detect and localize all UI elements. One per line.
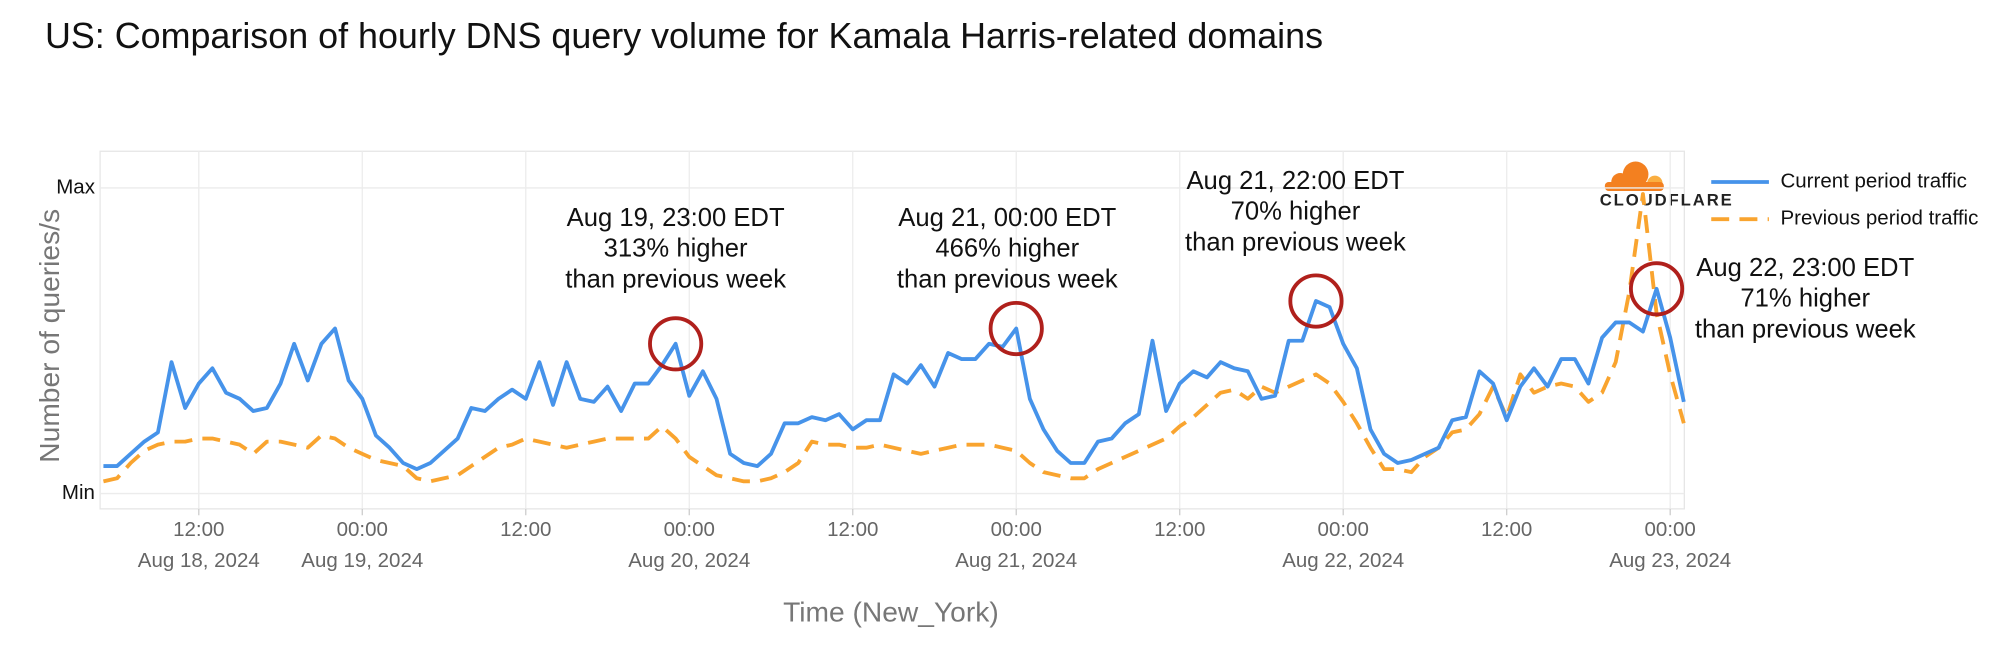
x-tick-date: Aug 19, 2024 — [301, 549, 423, 572]
annotation-text: than previous week — [565, 265, 786, 293]
x-tick-label: 12:00 — [173, 518, 224, 541]
annotation-circle — [1288, 273, 1344, 329]
series-line — [103, 286, 1686, 472]
x-tick-label: 12:00 — [827, 518, 878, 541]
x-tick-date: Aug 20, 2024 — [628, 549, 750, 572]
annotation-text: Aug 21, 22:00 EDT — [1186, 167, 1404, 195]
x-tick-date: Aug 21, 2024 — [955, 549, 1077, 572]
x-tick-label: 00:00 — [664, 518, 715, 541]
annotation-text: 71% higher — [1740, 285, 1870, 313]
plot-frame — [99, 150, 1685, 510]
annotation-circle — [648, 316, 704, 372]
x-tick-label: 12:00 — [500, 518, 551, 541]
legend-label: Previous period traffic — [1780, 207, 1978, 230]
annotation-text: Aug 22, 23:00 EDT — [1696, 254, 1914, 282]
x-tick-label: 00:00 — [1318, 518, 1369, 541]
annotation-text: 313% higher — [604, 235, 748, 263]
y-tick-label: Min — [62, 481, 95, 504]
annotation-text: than previous week — [1185, 228, 1406, 256]
x-tick-label: 12:00 — [1154, 518, 1205, 541]
x-tick-date: Aug 18, 2024 — [138, 549, 260, 572]
logo: CLOUDFLARE — [1600, 161, 1734, 210]
annotation-circle — [1629, 261, 1685, 317]
x-tick-label: 12:00 — [1481, 518, 1532, 541]
logo-cloud — [1604, 182, 1664, 191]
y-axis-label: Number of queries/s — [33, 209, 65, 463]
annotation-text: 466% higher — [935, 235, 1079, 263]
x-axis-label: Time (New_York) — [783, 595, 999, 627]
annotation-circle — [988, 300, 1044, 357]
x-tick-label: 00:00 — [1645, 518, 1696, 541]
x-tick-label: 00:00 — [991, 518, 1042, 541]
legend-label: Current period traffic — [1780, 169, 1966, 192]
series-line — [102, 192, 1686, 484]
chart-title: US: Comparison of hourly DNS query volum… — [45, 16, 1323, 56]
x-tick-date: Aug 23, 2024 — [1609, 549, 1731, 572]
annotation-text: Aug 19, 23:00 EDT — [567, 204, 785, 232]
annotation-text: Aug 21, 00:00 EDT — [898, 204, 1116, 232]
x-tick-label: 00:00 — [337, 518, 388, 541]
y-tick-label: Max — [56, 175, 95, 198]
annotation-text: than previous week — [1695, 315, 1916, 343]
annotation-text: 70% higher — [1231, 198, 1361, 226]
x-tick-date: Aug 22, 2024 — [1282, 549, 1404, 572]
logo-text: CLOUDFLARE — [1600, 191, 1734, 210]
logo-cloud — [1622, 161, 1649, 188]
annotation-text: than previous week — [897, 265, 1118, 293]
